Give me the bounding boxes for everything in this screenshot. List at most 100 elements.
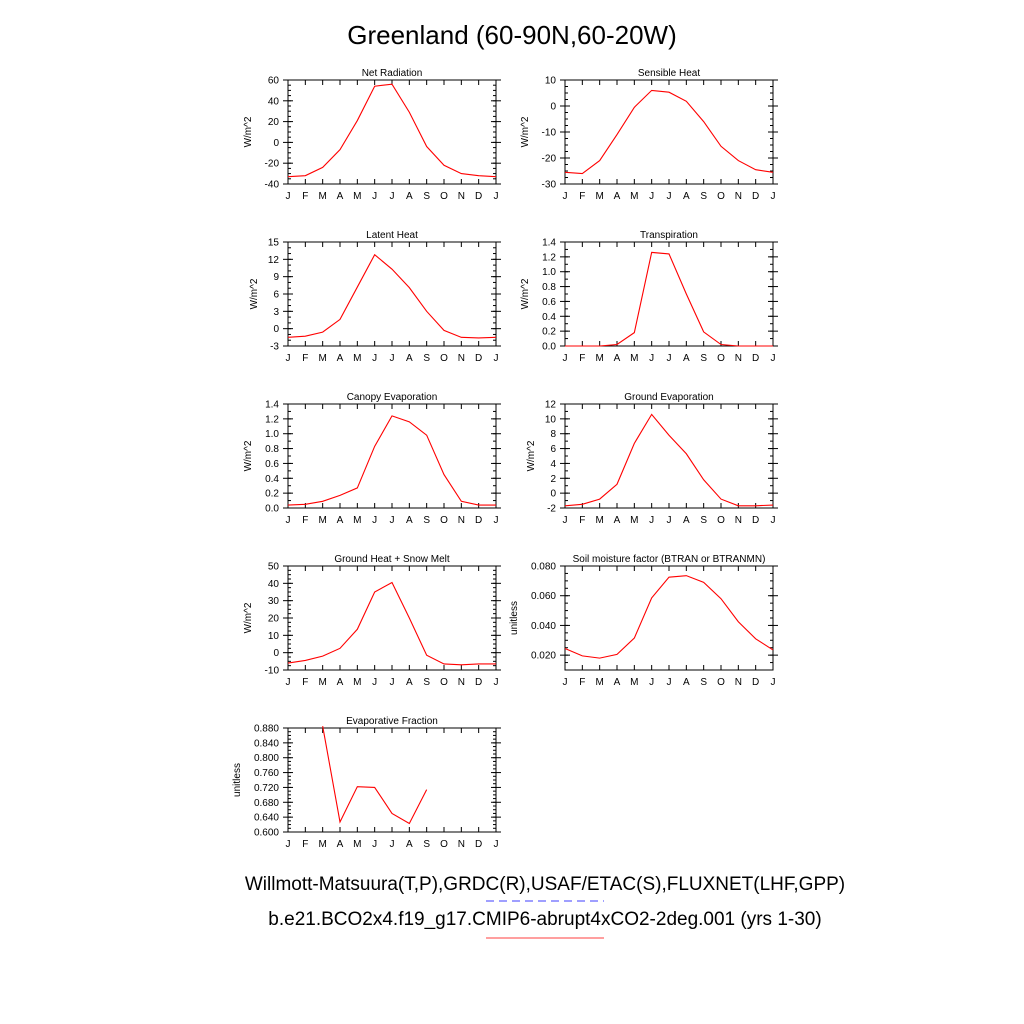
- x-tick-label: J: [771, 515, 776, 526]
- x-tick-label: D: [752, 353, 759, 364]
- y-tick-label: 0.800: [254, 753, 279, 764]
- x-tick-label: J: [771, 677, 776, 688]
- y-tick-label: 2: [550, 474, 556, 485]
- plot-frame: [287, 727, 497, 833]
- x-tick-label: O: [717, 515, 725, 526]
- x-tick-label: F: [579, 677, 585, 688]
- y-tick-label: 0.680: [254, 798, 279, 809]
- y-tick-label: 12: [545, 400, 557, 411]
- x-tick-label: D: [475, 839, 482, 850]
- y-tick-label: 9: [273, 272, 279, 283]
- x-tick-label: M: [595, 677, 603, 688]
- y-tick-label: 0.600: [254, 828, 279, 839]
- series-line: [564, 89, 774, 175]
- y-tick-label: -40: [265, 180, 280, 191]
- y-tick-label: 15: [268, 238, 280, 249]
- x-tick-label: J: [771, 191, 776, 202]
- x-tick-label: S: [700, 191, 707, 202]
- x-tick-label: A: [337, 515, 344, 526]
- x-tick-label: A: [614, 191, 621, 202]
- x-tick-label: A: [337, 677, 344, 688]
- x-tick-label: O: [717, 191, 725, 202]
- x-tick-label: J: [667, 515, 672, 526]
- x-tick-label: A: [614, 353, 621, 364]
- y-tick-label: 1.0: [265, 429, 279, 440]
- x-tick-label: J: [286, 515, 291, 526]
- caption-observations: Willmott-Matsuura(T,P),GRDC(R),USAF/ETAC…: [245, 874, 845, 895]
- y-tick-label: 0.6: [542, 297, 556, 308]
- x-tick-label: O: [717, 353, 725, 364]
- x-tick-label: A: [683, 515, 690, 526]
- x-tick-label: A: [406, 515, 413, 526]
- y-tick-label: 0.2: [265, 489, 279, 500]
- x-tick-label: D: [752, 515, 759, 526]
- y-tick-label: 0.4: [265, 474, 279, 485]
- x-tick-label: O: [440, 191, 448, 202]
- x-tick-label: O: [440, 515, 448, 526]
- x-tick-label: J: [563, 677, 568, 688]
- y-tick-label: 20: [268, 117, 280, 128]
- x-tick-label: N: [735, 515, 742, 526]
- x-tick-label: D: [475, 191, 482, 202]
- y-tick-label: 12: [268, 255, 280, 266]
- x-tick-label: J: [649, 191, 654, 202]
- x-tick-label: M: [318, 515, 326, 526]
- x-tick-label: M: [595, 515, 603, 526]
- x-tick-label: J: [563, 353, 568, 364]
- plot-frame: [564, 403, 774, 509]
- x-tick-label: J: [286, 353, 291, 364]
- plot-frame: [564, 565, 774, 671]
- caption-model-run: b.e21.BCO2x4.f19_g17.CMIP6-abrupt4xCO2-2…: [268, 909, 821, 930]
- plot-frame: [287, 403, 497, 509]
- x-tick-label: F: [579, 515, 585, 526]
- y-tick-label: -20: [265, 159, 280, 170]
- y-tick-label: 1.2: [265, 414, 279, 425]
- x-tick-label: J: [563, 191, 568, 202]
- x-tick-label: N: [458, 353, 465, 364]
- x-tick-label: M: [630, 353, 638, 364]
- x-tick-label: M: [595, 191, 603, 202]
- x-tick-label: J: [372, 191, 377, 202]
- x-tick-label: N: [735, 353, 742, 364]
- y-axis-label: W/m^2: [243, 440, 254, 471]
- x-tick-label: M: [353, 191, 361, 202]
- x-tick-label: O: [440, 839, 448, 850]
- x-tick-label: F: [302, 191, 308, 202]
- x-tick-label: F: [579, 191, 585, 202]
- y-axis-label: W/m^2: [249, 278, 260, 309]
- x-tick-label: J: [649, 515, 654, 526]
- x-tick-label: D: [752, 191, 759, 202]
- x-tick-label: J: [667, 353, 672, 364]
- y-tick-label: 40: [268, 579, 280, 590]
- x-tick-label: J: [494, 515, 499, 526]
- y-tick-label: 0.0: [265, 504, 279, 515]
- x-tick-label: A: [337, 839, 344, 850]
- y-tick-label: 3: [273, 307, 279, 318]
- x-tick-label: A: [406, 839, 413, 850]
- x-tick-label: M: [595, 353, 603, 364]
- x-tick-label: M: [353, 515, 361, 526]
- x-tick-label: O: [717, 677, 725, 688]
- x-tick-label: M: [353, 839, 361, 850]
- plot-frame: [564, 79, 774, 185]
- x-tick-label: J: [494, 353, 499, 364]
- x-tick-label: M: [630, 191, 638, 202]
- y-tick-label: 4: [550, 459, 556, 470]
- x-tick-label: F: [302, 353, 308, 364]
- x-tick-label: J: [372, 677, 377, 688]
- y-tick-label: 6: [273, 290, 279, 301]
- panel-title: Ground Evaporation: [624, 392, 714, 403]
- series-line: [565, 251, 773, 347]
- y-axis-label: W/m^2: [526, 440, 537, 471]
- x-tick-label: N: [458, 839, 465, 850]
- x-tick-label: A: [614, 677, 621, 688]
- y-tick-label: 0.020: [531, 651, 556, 662]
- x-tick-label: J: [494, 839, 499, 850]
- x-tick-label: M: [318, 839, 326, 850]
- y-axis-label: unitless: [509, 601, 520, 635]
- x-tick-label: S: [700, 353, 707, 364]
